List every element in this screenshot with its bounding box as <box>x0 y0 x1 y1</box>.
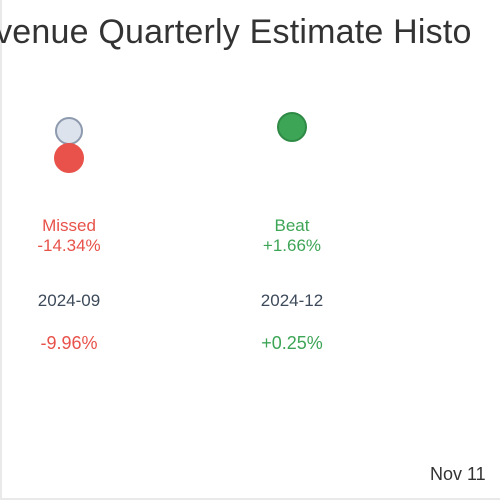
surprise-percent: -14.34% <box>37 236 101 255</box>
quarter-date: 20 <box>415 291 500 311</box>
revenue-change: +0.25% <box>261 333 323 353</box>
quarter-date: 2024-12 <box>260 291 324 310</box>
chart-title: evenue Quarterly Estimate Histo <box>0 13 472 51</box>
actual-marker-beat <box>277 112 307 142</box>
quarter-status: Beat <box>274 216 310 235</box>
estimate-marker <box>55 117 83 145</box>
surprise-percent: +1.66% <box>262 236 322 255</box>
surprise-percent: + <box>415 236 500 256</box>
quarter-status: Missed <box>42 216 96 235</box>
revenue-change: +1 <box>415 333 500 354</box>
quarter-date: 2024-09 <box>37 291 101 310</box>
revenue-change: -9.96% <box>40 333 98 353</box>
actual-marker-missed <box>54 143 84 173</box>
footer-date: Nov 11 <box>430 464 486 484</box>
